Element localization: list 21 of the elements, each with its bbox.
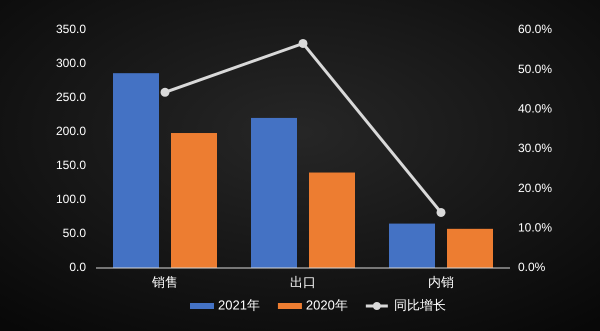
x-tick-label: 销售 xyxy=(151,274,178,290)
y2-tick-label: 10.0% xyxy=(518,220,552,235)
legend-label: 2021年 xyxy=(218,297,260,312)
legend-label: 同比增长 xyxy=(394,297,446,312)
y-tick-label: 50.0 xyxy=(62,226,86,240)
y2-tick-label: 50.0% xyxy=(518,62,552,76)
y2-tick-label: 20.0% xyxy=(518,180,552,195)
y2-tick-label: 0.0% xyxy=(518,260,546,274)
y-tick-label: 250.0 xyxy=(56,90,86,104)
y-tick-label: 200.0 xyxy=(56,124,86,138)
y2-tick-label: 30.0% xyxy=(518,141,552,156)
y2-tick-label: 60.0% xyxy=(518,22,552,36)
y-tick-label: 350.0 xyxy=(56,22,86,36)
y-tick-label: 0.0 xyxy=(69,260,86,274)
x-tick-label: 内销 xyxy=(428,274,454,290)
y-tick-label: 150.0 xyxy=(56,158,86,172)
x-tick-label: 出口 xyxy=(290,274,316,290)
legend-label: 2020年 xyxy=(306,297,348,312)
y-tick-label: 100.0 xyxy=(56,192,86,206)
y2-tick-label: 40.0% xyxy=(518,102,552,116)
y-tick-label: 300.0 xyxy=(56,56,86,70)
